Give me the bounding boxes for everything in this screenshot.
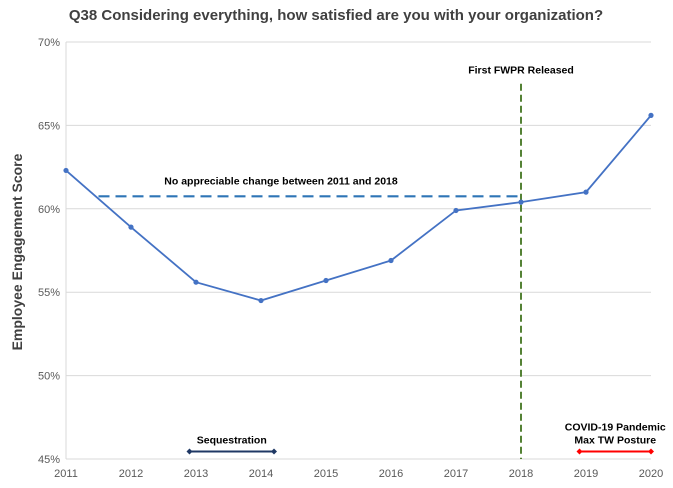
- range-label: Sequestration: [197, 434, 267, 446]
- y-tick-label: 60%: [38, 204, 60, 216]
- x-tick-labels: 2011 2012 2013 2014 2015 2016 2017 2018 2019 2020: [54, 468, 663, 480]
- x-tick-label: 2013: [184, 468, 208, 480]
- annotations: No appreciable change between 2011 and 2…: [98, 65, 666, 459]
- x-tick-label: 2020: [639, 468, 663, 480]
- y-tick-label: 65%: [38, 120, 60, 132]
- y-axis-label: Employee Engagement Score: [9, 153, 25, 350]
- data-point: [128, 224, 134, 230]
- x-tick-label: 2019: [574, 468, 598, 480]
- y-tick-label: 70%: [38, 37, 60, 49]
- series-group: [63, 112, 654, 304]
- x-tick-label: 2014: [249, 468, 273, 480]
- data-point: [193, 279, 199, 285]
- data-point: [258, 297, 264, 304]
- x-tick-label: 2012: [119, 468, 143, 480]
- y-tick-label: 45%: [38, 454, 60, 466]
- range-label: Max TW Posture: [574, 434, 656, 446]
- reference-line-label: No appreciable change between 2011 and 2…: [164, 175, 398, 187]
- range-endpoint: [576, 448, 583, 455]
- x-tick-label: 2018: [509, 468, 533, 480]
- series-line: [65, 114, 652, 302]
- range-endpoint: [271, 448, 277, 455]
- x-tick-label: 2016: [379, 468, 403, 480]
- x-tick-label: 2015: [314, 468, 338, 480]
- y-tick-label: 50%: [38, 371, 60, 383]
- data-point: [518, 199, 524, 205]
- range-label: COVID-19 Pandemic: [565, 421, 666, 433]
- x-tick-label: 2017: [444, 468, 468, 480]
- chart-title: Q38 Considering everything, how satisfie…: [69, 7, 603, 24]
- y-tick-label: 55%: [38, 287, 60, 299]
- data-point: [388, 257, 394, 264]
- range-endpoint: [186, 448, 193, 455]
- data-point: [648, 112, 654, 118]
- data-point: [453, 207, 459, 214]
- event-line-label: First FWPR Released: [468, 65, 574, 77]
- y-tick-labels: 45% 50% 55% 60% 65% 70%: [38, 37, 60, 466]
- data-point: [323, 277, 329, 284]
- range-endpoint: [648, 448, 654, 455]
- x-tick-label: 2011: [54, 468, 78, 480]
- data-point: [63, 167, 69, 174]
- gridlines: [65, 41, 651, 460]
- data-point: [583, 189, 589, 195]
